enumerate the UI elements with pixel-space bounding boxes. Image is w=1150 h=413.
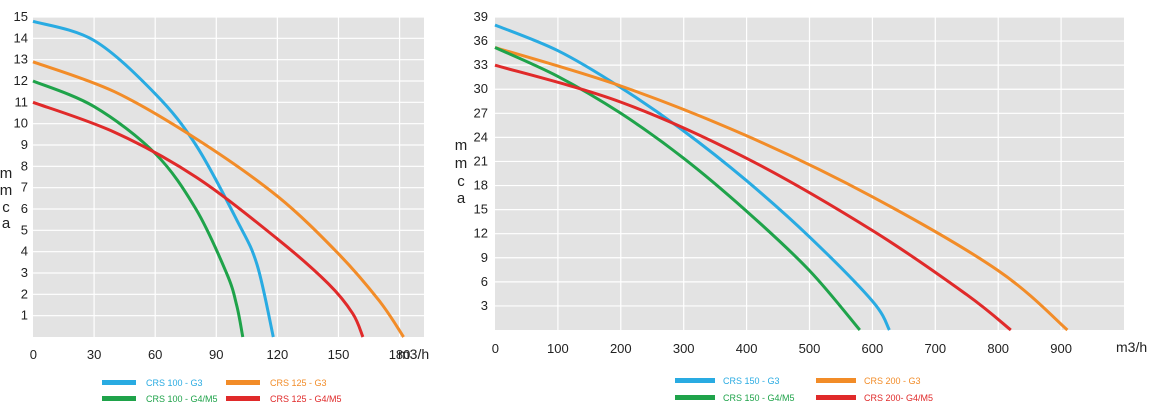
x-axis-label: m3/h bbox=[398, 346, 429, 362]
y-tick-label: 4 bbox=[21, 244, 28, 259]
series-line bbox=[494, 46, 1069, 332]
y-tick-label: 2 bbox=[21, 286, 28, 301]
y-axis-label-letter: c bbox=[2, 199, 10, 216]
y-axis-label-letter: c bbox=[457, 173, 465, 190]
series-line bbox=[32, 60, 405, 338]
y-tick-label: 5 bbox=[21, 222, 28, 237]
x-tick-label: 90 bbox=[209, 347, 223, 362]
x-axis-label: m3/h bbox=[1116, 339, 1147, 355]
x-tick-label: 500 bbox=[799, 341, 821, 356]
y-tick-label: 9 bbox=[21, 137, 28, 152]
x-tick-label: 200 bbox=[610, 341, 632, 356]
y-axis-label-letter: a bbox=[2, 215, 11, 232]
y-tick-label: 3 bbox=[481, 298, 488, 313]
y-tick-label: 3 bbox=[21, 265, 28, 280]
plot-background bbox=[33, 17, 424, 337]
legend-label: CRS 125 - G4/M5 bbox=[270, 394, 342, 404]
legend-swatch bbox=[675, 378, 715, 383]
legend-swatch bbox=[226, 380, 260, 385]
y-tick-label: 33 bbox=[474, 57, 488, 72]
y-tick-label: 15 bbox=[474, 202, 488, 217]
x-tick-label: 60 bbox=[148, 347, 162, 362]
y-tick-label: 15 bbox=[14, 9, 28, 24]
x-tick-label: 0 bbox=[30, 347, 37, 362]
x-tick-label: 400 bbox=[736, 341, 758, 356]
legend-label: CRS 200 - G3 bbox=[864, 376, 921, 386]
legend-swatch bbox=[816, 395, 856, 400]
x-tick-label: 800 bbox=[987, 341, 1009, 356]
series-line bbox=[494, 63, 1012, 332]
y-tick-label: 1 bbox=[21, 308, 28, 323]
y-tick-label: 13 bbox=[14, 52, 28, 67]
x-tick-label: 900 bbox=[1050, 341, 1072, 356]
y-tick-label: 8 bbox=[21, 158, 28, 173]
y-tick-label: 27 bbox=[474, 105, 488, 120]
legend-swatch bbox=[675, 395, 715, 400]
x-tick-label: 120 bbox=[267, 347, 289, 362]
series-line bbox=[32, 100, 365, 338]
legend-left: CRS 100 - G3 CRS 125 - G3 CRS 100 - G4/M5 C… bbox=[102, 378, 342, 404]
chart-right: 0 100 200 300 400 500 600 700 800 900369121518212… bbox=[455, 9, 1147, 403]
y-tick-label: 9 bbox=[481, 250, 488, 265]
y-tick-label: 7 bbox=[21, 180, 28, 195]
y-tick-label: 24 bbox=[474, 129, 488, 144]
x-tick-label: 600 bbox=[862, 341, 884, 356]
series-line bbox=[494, 23, 891, 331]
y-axis-label-letter: m bbox=[0, 165, 12, 182]
y-axis-label-letter: a bbox=[457, 190, 466, 207]
y-tick-label: 30 bbox=[474, 81, 488, 96]
legend-label: CRS 125 - G3 bbox=[270, 378, 327, 388]
x-tick-label: 700 bbox=[924, 341, 946, 356]
x-tick-label: 150 bbox=[328, 347, 350, 362]
y-tick-label: 6 bbox=[21, 201, 28, 216]
x-tick-label: 300 bbox=[673, 341, 695, 356]
legend-label: CRS 100 - G3 bbox=[146, 378, 203, 388]
y-tick-label: 18 bbox=[474, 178, 488, 193]
y-tick-label: 12 bbox=[474, 226, 488, 241]
legend-label: CRS 150 - G4/M5 bbox=[723, 393, 795, 403]
x-tick-label: 30 bbox=[87, 347, 101, 362]
y-tick-label: 12 bbox=[14, 73, 28, 88]
legend-label: CRS 200- G4/M5 bbox=[864, 393, 933, 403]
series-line bbox=[494, 46, 861, 331]
y-tick-label: 36 bbox=[474, 33, 488, 48]
y-axis-label-letter: m bbox=[0, 182, 12, 199]
legend-label: CRS 100 - G4/M5 bbox=[146, 394, 218, 404]
legend-swatch bbox=[102, 380, 136, 385]
x-tick-label: 0 bbox=[492, 341, 499, 356]
chart-left: 0 30 60 90 120 150 180123456789101112131415m3/… bbox=[0, 9, 429, 404]
legend-label: CRS 150 - G3 bbox=[723, 376, 780, 386]
legend-right: CRS 150 - G3 CRS 200 - G3 CRS 150 - G4/M5 C… bbox=[675, 376, 933, 403]
y-tick-label: 11 bbox=[15, 94, 29, 109]
legend-swatch bbox=[226, 396, 260, 401]
y-axis-label-letter: m bbox=[455, 155, 468, 172]
legend-swatch bbox=[816, 378, 856, 383]
x-tick-label: 180 bbox=[389, 347, 411, 362]
y-tick-label: 14 bbox=[14, 30, 28, 45]
series-line bbox=[32, 19, 275, 338]
y-tick-label: 6 bbox=[481, 274, 488, 289]
legend-swatch bbox=[102, 396, 136, 401]
y-axis-label-letter: m bbox=[455, 137, 468, 154]
x-tick-label: 100 bbox=[547, 341, 569, 356]
y-tick-label: 39 bbox=[474, 9, 488, 24]
y-tick-label: 10 bbox=[14, 116, 28, 131]
series-line bbox=[32, 79, 245, 338]
y-tick-label: 21 bbox=[474, 153, 488, 168]
